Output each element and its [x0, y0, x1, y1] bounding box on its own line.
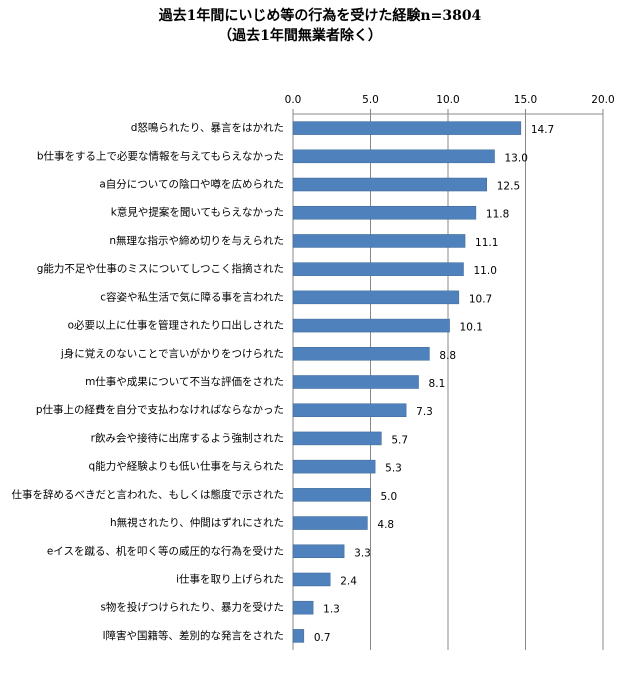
data-label: 3.3 — [354, 547, 371, 559]
y-tick-label: k意見や提案を聞いてもらえなかった — [111, 206, 284, 219]
bar — [292, 290, 460, 305]
y-tick-label: j身に覚えのないことで言いがかりをつけられた — [60, 347, 284, 360]
bar — [292, 544, 345, 559]
x-tick-label: 15.0 — [514, 94, 537, 106]
data-label: 11.1 — [475, 237, 498, 249]
y-tick-label: eイスを蹴る、机を叩く等の威圧的な行為を受けた — [47, 544, 284, 557]
bar — [292, 149, 495, 164]
x-tick-label: 20.0 — [591, 94, 614, 106]
y-tick-label: o必要以上に仕事を管理されたり口出しされた — [68, 319, 284, 332]
bar — [292, 234, 466, 248]
data-label: 5.7 — [391, 434, 408, 446]
bar — [292, 516, 368, 530]
bar — [292, 629, 305, 643]
data-label: 1.3 — [323, 604, 340, 616]
bar — [292, 600, 314, 615]
y-tick-label: p仕事上の経費を自分で支払わなければならなかった — [36, 403, 284, 416]
y-tick-label: h無視されたり、仲間はずれにされた — [110, 516, 284, 529]
bar — [292, 375, 419, 389]
y-tick-label: g能力不足や仕事のミスについてしつこく指摘された — [37, 262, 284, 275]
data-label: 13.0 — [505, 152, 528, 164]
x-tick-label: 0.0 — [285, 94, 302, 106]
data-label: 0.7 — [314, 632, 331, 644]
bar — [292, 205, 477, 220]
bar — [292, 403, 407, 417]
bar — [292, 488, 371, 502]
bar — [292, 121, 522, 135]
bar — [292, 318, 450, 333]
y-tick-label: m仕事や成果について不当な評価をされた — [85, 375, 284, 388]
y-tick-label: c容姿や私生活で気に障る事を言われた — [100, 290, 284, 303]
y-tick-label: n無理な指示や締め切りを与えられた — [109, 234, 284, 247]
bar — [292, 459, 376, 474]
bar — [292, 431, 382, 446]
y-tick-label: i仕事を取り上げられた — [176, 572, 284, 585]
bar — [292, 262, 464, 276]
data-label: 8.8 — [439, 350, 456, 362]
chart-title: 過去1年間にいじめ等の行為を受けた経験n=3804 — [158, 7, 482, 24]
data-label: 7.3 — [416, 406, 433, 418]
x-tick-label: 10.0 — [436, 94, 459, 106]
data-label: 14.7 — [531, 124, 554, 136]
y-tick-label: q能力や経験よりも低い仕事を与えられた — [89, 460, 284, 473]
y-tick-label: r飲み会や接待に出席するよう強制された — [91, 431, 284, 444]
data-label: 2.4 — [340, 575, 357, 587]
y-tick-label: l障害や国籍等、差別的な発言をされた — [103, 629, 284, 642]
y-tick-label: 仕事を辞めるべきだと言われた、もしくは態度で示された — [12, 488, 284, 501]
data-label: 8.1 — [429, 378, 446, 390]
data-label: 10.1 — [460, 322, 483, 334]
data-label: 5.3 — [385, 463, 402, 475]
bar — [292, 347, 430, 361]
data-label: 11.0 — [474, 265, 497, 277]
data-label: 5.0 — [381, 491, 398, 503]
y-tick-label: s物を投げつけられたり、暴力を受けた — [100, 601, 284, 614]
bar — [292, 177, 487, 192]
data-label: 10.7 — [469, 293, 492, 305]
bar — [292, 572, 331, 587]
chart-subtitle: （過去1年間無業者除く） — [218, 27, 382, 44]
x-tick-label: 5.0 — [362, 94, 379, 106]
y-tick-label: b仕事をする上で必要な情報を与えてもらえなかった — [37, 149, 284, 162]
data-label: 12.5 — [497, 181, 520, 193]
y-tick-label: a自分についての陰口や噂を広められた — [99, 178, 284, 191]
data-label: 4.8 — [377, 519, 394, 531]
y-tick-label: d怒鳴られたり、暴言をはかれた — [131, 121, 284, 134]
data-label: 11.8 — [486, 209, 509, 221]
